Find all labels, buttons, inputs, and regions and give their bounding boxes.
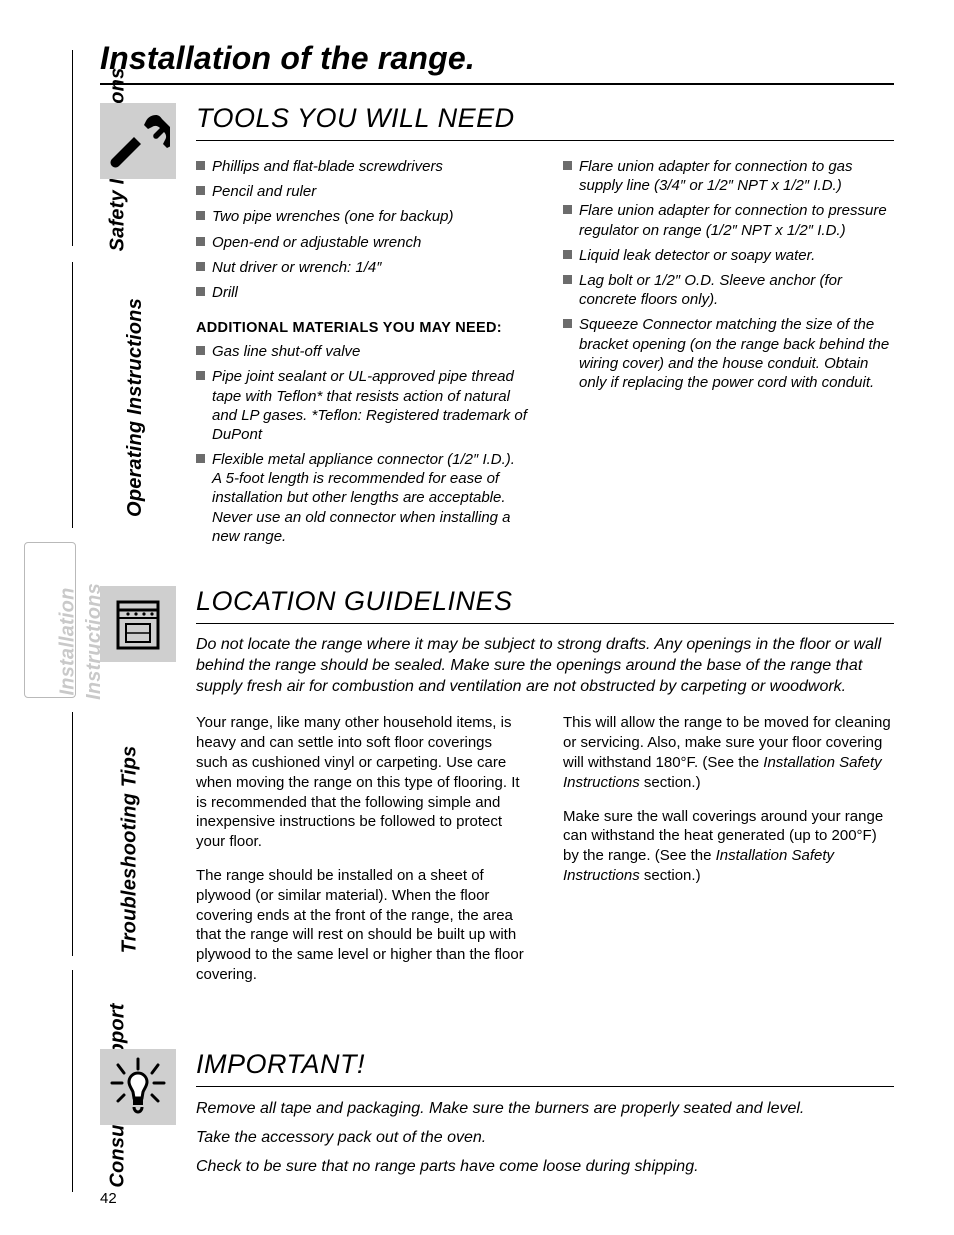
paragraph: Make sure the wall coverings around your…: [563, 807, 894, 886]
tab-safety[interactable]: Safety Instructions: [26, 148, 76, 171]
section-important: IMPORTANT! Remove all tape and packaging…: [100, 1049, 894, 1179]
tab-troubleshoot[interactable]: Troubleshooting Tips: [26, 838, 76, 861]
text: section.): [640, 867, 701, 884]
paragraph: This will allow the range to be moved fo…: [563, 713, 894, 792]
important-lines: Remove all tape and packaging. Make sure…: [196, 1097, 894, 1179]
list-item: Drill: [196, 283, 527, 302]
list-item: Gas line shut-off valve: [196, 342, 527, 361]
tab-consumer[interactable]: Consumer Support: [26, 1084, 76, 1107]
title-rule: [100, 83, 894, 85]
col-right: This will allow the range to be moved fo…: [563, 713, 894, 998]
wrench-icon: [100, 103, 176, 179]
bullet-list: Gas line shut-off valve Pipe joint sealan…: [196, 342, 527, 546]
bullet-list: Phillips and flat-blade screwdrivers Penc…: [196, 157, 527, 302]
page: Safety Instructions Operating Instructio…: [0, 0, 954, 1235]
section-tools: TOOLS YOU WILL NEED Phillips and flat-bl…: [100, 103, 894, 552]
list-item: Squeeze Connector matching the size of t…: [563, 315, 894, 392]
section-body: LOCATION GUIDELINES Do not locate the ra…: [196, 586, 894, 999]
important-line: Check to be sure that no range parts hav…: [196, 1155, 894, 1178]
list-item: Phillips and flat-blade screwdrivers: [196, 157, 527, 176]
list-item: Liquid leak detector or soapy water.: [563, 246, 894, 265]
list-item: Flexible metal appliance connector (1/2″…: [196, 450, 527, 546]
side-tabs: Safety Instructions Operating Instructio…: [26, 30, 76, 1195]
paragraph: Your range, like many other household it…: [196, 713, 527, 852]
list-item: Flare union adapter for connection to ga…: [563, 157, 894, 195]
two-column: Your range, like many other household it…: [196, 713, 894, 998]
important-line: Take the accessory pack out of the oven.: [196, 1126, 894, 1149]
list-item: Pipe joint sealant or UL-approved pipe t…: [196, 367, 527, 444]
page-number: 42: [100, 1190, 117, 1207]
section-title: LOCATION GUIDELINES: [196, 586, 894, 617]
list-item: Pencil and ruler: [196, 182, 527, 201]
subhead: ADDITIONAL MATERIALS YOU MAY NEED:: [196, 320, 527, 336]
tab-installation-line2: Instructions: [36, 630, 86, 653]
page-title: Installation of the range.: [100, 40, 894, 77]
section-title: TOOLS YOU WILL NEED: [196, 103, 894, 134]
section-body: TOOLS YOU WILL NEED Phillips and flat-bl…: [196, 103, 894, 552]
range-icon: [100, 586, 176, 662]
text: section.): [640, 774, 701, 791]
list-item: Two pipe wrenches (one for backup): [196, 207, 527, 226]
section-rule: [196, 623, 894, 624]
col-left: Your range, like many other household it…: [196, 713, 527, 998]
alert-icon: [100, 1049, 176, 1125]
paragraph: The range should be installed on a sheet…: [196, 866, 527, 985]
content: Installation of the range. TOOLS YOU WIL…: [100, 40, 894, 1212]
bullet-list: Flare union adapter for connection to ga…: [563, 157, 894, 392]
section-rule: [196, 1086, 894, 1087]
list-item: Open-end or adjustable wrench: [196, 233, 527, 252]
col-left: Phillips and flat-blade screwdrivers Penc…: [196, 151, 527, 552]
list-item: Flare union adapter for connection to pr…: [563, 201, 894, 239]
list-item: Lag bolt or 1/2″ O.D. Sleeve anchor (for…: [563, 271, 894, 309]
tab-operating[interactable]: Operating Instructions: [26, 396, 76, 419]
important-line: Remove all tape and packaging. Make sure…: [196, 1097, 894, 1120]
list-item: Nut driver or wrench: 1/4″: [196, 258, 527, 277]
col-right: Flare union adapter for connection to ga…: [563, 151, 894, 552]
section-rule: [196, 140, 894, 141]
section-location: LOCATION GUIDELINES Do not locate the ra…: [100, 586, 894, 999]
section-title: IMPORTANT!: [196, 1049, 894, 1080]
two-column: Phillips and flat-blade screwdrivers Penc…: [196, 151, 894, 552]
section-body: IMPORTANT! Remove all tape and packaging…: [196, 1049, 894, 1179]
intro-text: Do not locate the range where it may be …: [196, 634, 894, 697]
